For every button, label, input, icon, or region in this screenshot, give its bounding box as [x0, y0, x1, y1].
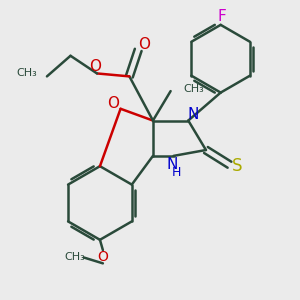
Text: CH₃: CH₃: [64, 253, 85, 262]
Text: O: O: [89, 59, 101, 74]
Text: CH₃: CH₃: [183, 84, 204, 94]
Text: S: S: [232, 157, 242, 175]
Text: N: N: [187, 106, 198, 122]
Text: H: H: [172, 167, 181, 179]
Text: F: F: [218, 9, 226, 24]
Text: CH₃: CH₃: [16, 68, 37, 78]
Text: O: O: [107, 96, 119, 111]
Text: N: N: [167, 157, 178, 172]
Text: O: O: [138, 37, 150, 52]
Text: O: O: [98, 250, 108, 265]
